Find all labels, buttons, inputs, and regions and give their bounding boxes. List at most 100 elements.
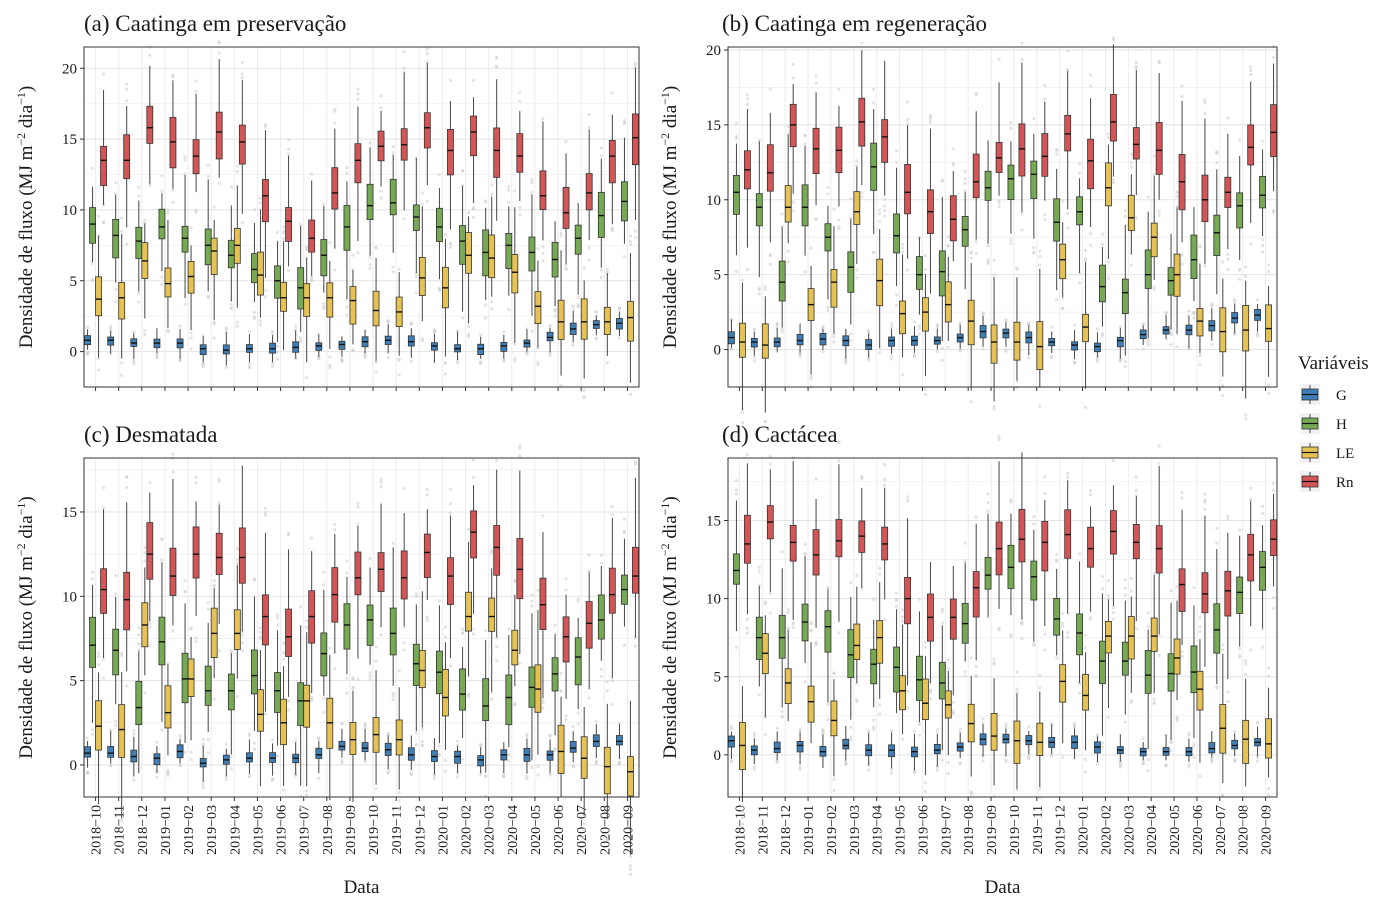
outlier-point: [1032, 246, 1036, 250]
box-g-body: [246, 752, 253, 763]
outlier-point: [1015, 788, 1019, 792]
box-h-body: [89, 207, 96, 244]
outlier-point: [775, 726, 779, 731]
box-g-body: [500, 342, 508, 352]
box-le-body: [922, 678, 929, 720]
outlier-point: [143, 218, 147, 222]
box-LE: [967, 656, 975, 797]
box-G: [569, 304, 577, 348]
outlier-point: [1180, 94, 1184, 99]
box-G: [269, 329, 276, 368]
y-tick-label: 15: [706, 118, 721, 134]
y-axis-label-end: ): [16, 496, 37, 502]
outlier-point: [299, 805, 303, 809]
box-LE: [534, 588, 542, 777]
outlier-point: [1134, 493, 1138, 497]
box-rn-body: [169, 547, 177, 596]
outlier-point: [530, 180, 534, 185]
y-axis-label-main: Densidade de fluxo (MJ m: [660, 145, 681, 348]
y-tick-label: 20: [706, 43, 721, 59]
outlier-point: [541, 259, 545, 263]
outlier-point: [374, 803, 378, 807]
outlier-point: [518, 206, 522, 210]
outlier-point: [894, 292, 899, 297]
outlier-point: [1266, 391, 1271, 396]
outlier-point: [448, 664, 453, 668]
outlier-point: [275, 623, 280, 627]
box-Rn: [927, 562, 934, 701]
outlier-point: [1215, 685, 1219, 689]
outlier-point: [752, 767, 756, 771]
outlier-point: [1226, 116, 1230, 120]
box-rn-body: [632, 113, 639, 166]
y-tick-label: 5: [714, 670, 722, 686]
outlier-point: [946, 771, 950, 776]
box-rn-body: [169, 117, 177, 169]
outlier-point: [379, 196, 383, 200]
outlier-point: [240, 220, 244, 225]
box-G: [911, 320, 918, 358]
outlier-point: [1146, 337, 1150, 341]
box-LE: [511, 578, 519, 707]
outlier-point: [340, 759, 344, 763]
box-rn-body: [1247, 124, 1255, 166]
outlier-point: [1152, 697, 1156, 701]
outlier-point: [757, 292, 761, 296]
outlier-point: [132, 362, 136, 366]
box-le-body: [187, 260, 195, 294]
box-h-body: [1167, 653, 1175, 692]
outlier-point: [479, 361, 483, 365]
outlier-point: [1226, 252, 1230, 257]
outlier-point: [571, 764, 575, 769]
outlier-point: [775, 758, 779, 762]
outlier-point: [729, 347, 734, 351]
outlier-point: [490, 300, 494, 304]
outlier-point: [1100, 334, 1105, 338]
outlier-point: [860, 195, 864, 199]
outlier-point: [1043, 491, 1047, 496]
y-axis-label-exp: −2: [658, 133, 672, 146]
y-axis-label-exp: −2: [14, 133, 28, 146]
box-Rn: [215, 477, 223, 653]
outlier-point: [194, 210, 198, 215]
box-H: [158, 174, 166, 286]
outlier-point: [171, 200, 175, 204]
x-tick-label: 2019−08: [321, 805, 336, 855]
box-LE: [326, 646, 334, 822]
outlier-point: [479, 333, 483, 337]
outlier-point: [374, 659, 378, 663]
outlier-point: [786, 626, 790, 630]
outlier-point: [940, 610, 944, 614]
outlier-point: [356, 505, 360, 509]
outlier-point: [240, 75, 244, 80]
outlier-point: [114, 300, 118, 304]
outlier-point: [1134, 216, 1138, 220]
outlier-point: [1157, 462, 1161, 466]
outlier-point: [368, 671, 372, 675]
outlier-point: [803, 552, 807, 556]
box-Rn: [400, 486, 408, 652]
outlier-point: [1146, 195, 1150, 199]
outlier-point: [1111, 181, 1116, 185]
outlier-point: [201, 742, 205, 746]
box-h-body: [1259, 551, 1266, 591]
outlier-point: [178, 763, 182, 767]
outlier-point: [860, 474, 864, 478]
outlier-point: [917, 722, 922, 726]
box-h-body: [135, 226, 143, 259]
x-tick-label: 2020−06: [1191, 805, 1206, 855]
outlier-point: [582, 827, 586, 832]
outlier-point: [849, 332, 853, 336]
outlier-point: [837, 440, 841, 444]
box-rn-body: [493, 127, 501, 178]
outlier-point: [471, 632, 476, 636]
box-G: [454, 329, 461, 365]
outlier-point: [1095, 327, 1100, 331]
box-H: [343, 166, 351, 317]
outlier-point: [553, 308, 557, 312]
box-Rn: [927, 113, 934, 294]
outlier-point: [940, 758, 944, 762]
outlier-point: [844, 761, 848, 765]
outlier-point: [305, 247, 309, 251]
outlier-point: [798, 728, 802, 732]
